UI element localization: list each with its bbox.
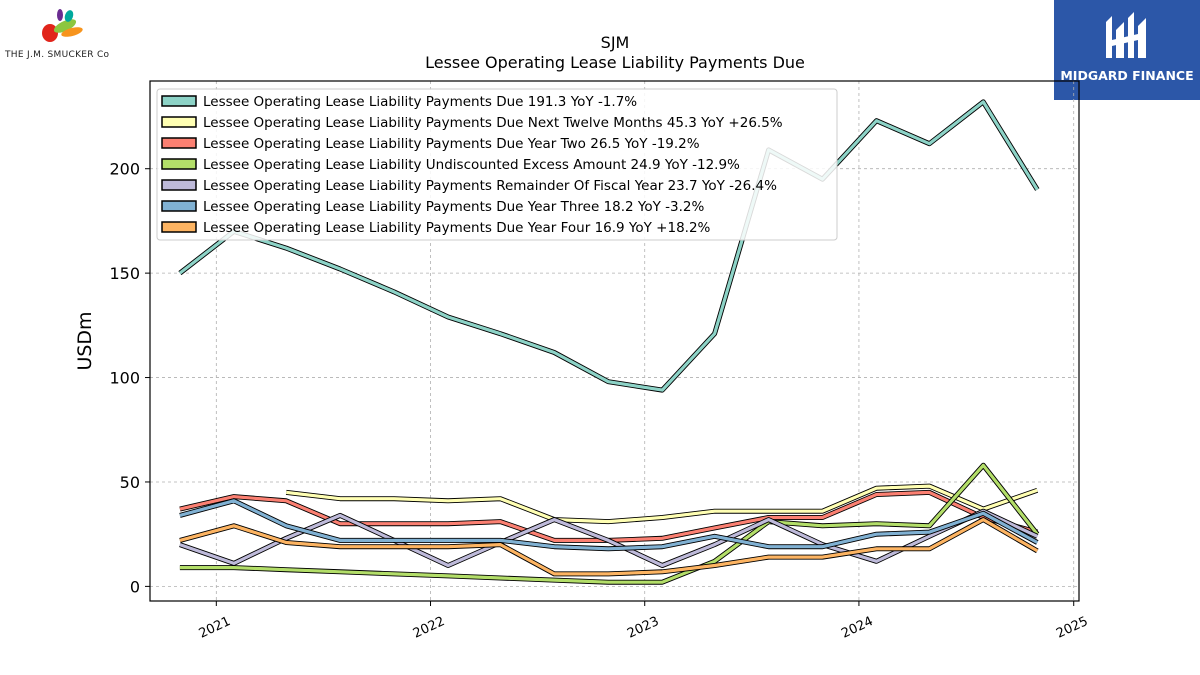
legend-swatch	[161, 200, 197, 212]
series-line-5	[179, 508, 1039, 568]
legend-label: Lessee Operating Lease Liability Payment…	[203, 220, 711, 236]
y-axis-label: USDm	[74, 311, 96, 370]
legend-swatch	[161, 179, 197, 191]
y-tick-label: 100	[109, 369, 140, 388]
legend-label: Lessee Operating Lease Liability Payment…	[203, 178, 777, 194]
y-tick-label: 0	[130, 577, 140, 596]
x-tick-label: 2024	[839, 614, 875, 642]
x-tick-label: 2022	[411, 614, 447, 642]
fruit-icon	[42, 9, 83, 42]
plot-frame	[149, 80, 1080, 602]
legend-swatch	[161, 95, 197, 107]
legend: Lessee Operating Lease Liability Payment…	[156, 88, 838, 241]
legend-swatch	[161, 116, 197, 128]
series-line	[179, 499, 1039, 551]
legend-label: Lessee Operating Lease Liability Payment…	[203, 199, 705, 215]
legend-label: Lessee Operating Lease Liability Payment…	[203, 136, 700, 152]
series-line-6	[179, 498, 1039, 552]
midgard-finance-text: MIDGARD FINANCE	[1060, 68, 1194, 83]
series-line	[179, 509, 1038, 568]
legend-swatch	[161, 221, 197, 233]
series-line	[178, 100, 1039, 392]
x-tick-label: 2025	[1054, 614, 1090, 642]
legend-label: Lessee Operating Lease Liability Payment…	[203, 115, 783, 131]
chart-subtitle: Lessee Operating Lease Liability Payment…	[425, 53, 805, 72]
x-tick-label: 2021	[197, 614, 233, 642]
series-line	[179, 517, 1039, 576]
series-line	[286, 484, 1038, 524]
legend-swatch	[161, 158, 197, 170]
legend-label: Lessee Operating Lease Liability Payment…	[203, 94, 637, 110]
y-tick-label: 50	[120, 473, 140, 492]
midgard-finance-logo: MIDGARD FINANCE	[1054, 0, 1200, 100]
series-line-2	[285, 483, 1039, 525]
x-tick-label: 2023	[625, 614, 661, 642]
legend-swatch	[161, 137, 197, 149]
series-line-7	[179, 517, 1039, 577]
midgard-emblem-icon	[1106, 12, 1146, 58]
legend-label: Lessee Operating Lease Liability Undisco…	[203, 157, 740, 173]
chart-title: SJM	[601, 33, 630, 52]
series-line-1	[178, 99, 1040, 393]
y-tick-label: 200	[109, 160, 140, 179]
legend-box	[156, 88, 838, 241]
smucker-logo	[2, 2, 124, 64]
series-lines	[178, 99, 1040, 585]
series-line	[179, 463, 1039, 584]
series-line-4	[179, 462, 1040, 585]
y-tick-label: 150	[109, 264, 140, 283]
smucker-logo-text: THE J.M. SMUCKER Co	[5, 50, 110, 60]
